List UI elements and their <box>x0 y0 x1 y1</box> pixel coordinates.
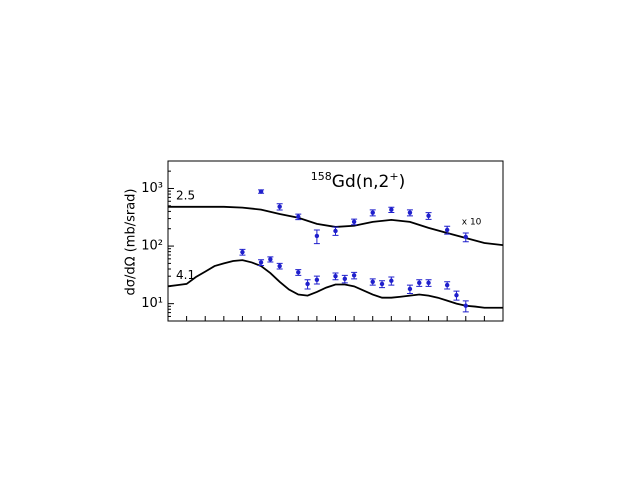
data-point <box>314 277 320 282</box>
data-point <box>351 219 357 224</box>
data-point <box>240 249 245 255</box>
data-point <box>389 278 394 283</box>
data-point <box>296 214 301 219</box>
data-point <box>370 279 375 284</box>
data-point <box>277 204 282 209</box>
data-point <box>417 280 422 286</box>
title-close: ) <box>399 172 406 192</box>
model-curve <box>168 205 504 246</box>
data-point <box>277 263 282 269</box>
data-point <box>426 213 431 218</box>
data-point <box>463 234 468 240</box>
data-point <box>351 273 357 278</box>
data-point <box>444 282 450 288</box>
curve-label: 2.5 <box>176 188 195 202</box>
model-curve <box>167 259 503 309</box>
data-point <box>314 233 320 239</box>
data-point <box>342 276 348 282</box>
data-point <box>407 210 413 215</box>
curve-label: 4.1 <box>176 268 195 282</box>
data-point <box>333 228 338 234</box>
data-point <box>463 303 468 308</box>
title-main: Gd(n,2 <box>332 172 390 192</box>
data-point <box>426 280 431 286</box>
data-point <box>389 207 394 212</box>
data-point <box>379 281 385 287</box>
data-point <box>296 270 301 275</box>
title-mass: 158 <box>311 170 332 183</box>
scale-note: x 10 <box>462 217 482 227</box>
data-point <box>333 273 338 279</box>
chart-title: 158Gd(n,2+) <box>311 170 405 192</box>
data-point <box>370 210 375 215</box>
data-point <box>268 257 273 262</box>
data-point <box>444 227 450 233</box>
data-point <box>305 281 310 287</box>
data-point <box>454 293 459 298</box>
title-charge: + <box>389 170 398 183</box>
data-point <box>258 189 264 194</box>
y-tick-label: 10¹ <box>141 296 163 311</box>
data-point <box>258 260 264 265</box>
data-point <box>407 286 413 292</box>
y-tick-label: 10³ <box>141 181 163 196</box>
y-tick-label: 10² <box>141 239 163 254</box>
y-axis-label: dσ/dΩ (mb/srad) <box>124 189 139 296</box>
